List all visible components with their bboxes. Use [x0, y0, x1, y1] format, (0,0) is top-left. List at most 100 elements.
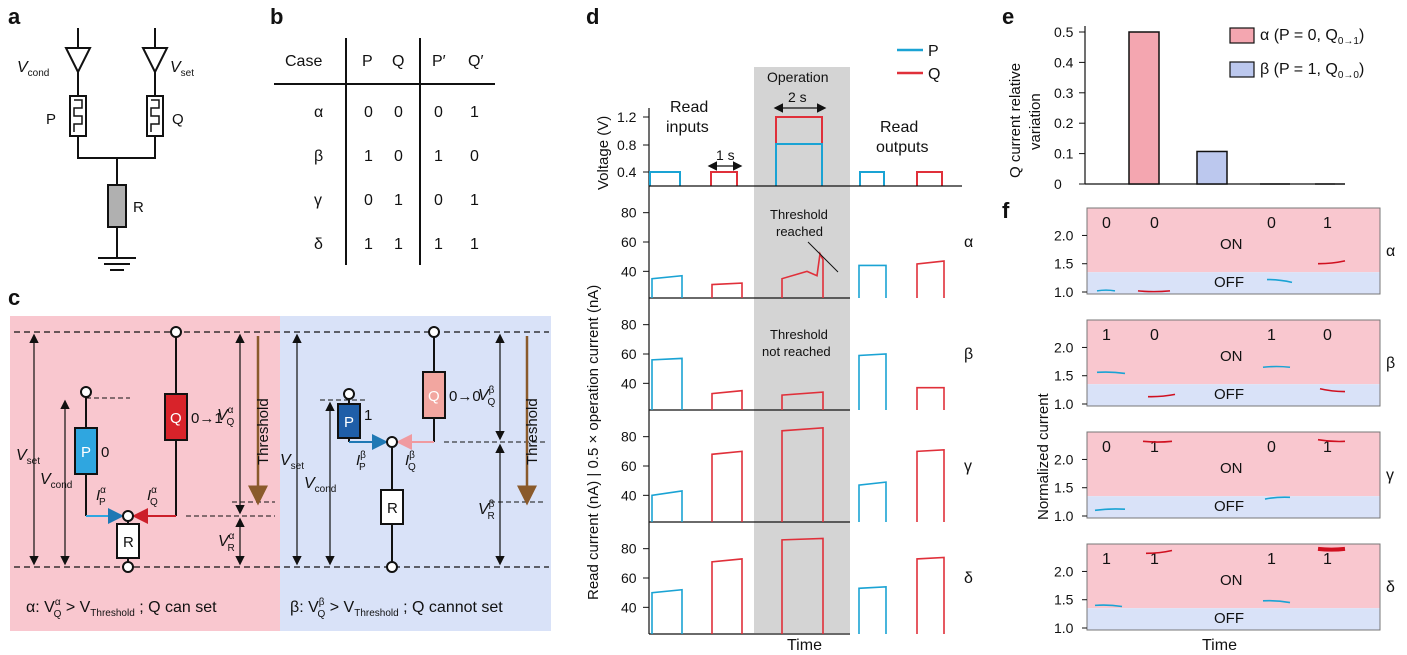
- beta-vq-label: Vβ Q: [478, 385, 495, 408]
- table-cell: 0: [470, 148, 479, 165]
- trace-p-output: [858, 585, 887, 634]
- current-panels: 80 60 40 α 80 60 40 β 80 60 40 γ 80 60 40 δ: [621, 186, 973, 635]
- state-panel-α: 2.0 1.5 1.0 ON OFF 0 0 0 1: [1054, 207, 1381, 300]
- beta-circuit: P 1 Q 0→0 R Vset Vcond Iβ: [280, 326, 545, 620]
- legend-p: P: [928, 43, 939, 60]
- annot-alpha-2: reached: [776, 224, 823, 239]
- alpha-vq-label: Vα Q: [217, 405, 234, 428]
- current-panel-β: 80 60 40: [621, 298, 945, 411]
- alpha-background: [10, 316, 280, 631]
- trace-q-operation: [781, 537, 824, 634]
- beta-ip-label: Iβ P: [356, 450, 366, 473]
- f-ylabel: Normalized current: [1035, 392, 1052, 520]
- ftick: 1.5: [1054, 368, 1074, 384]
- on-label: ON: [1220, 348, 1243, 365]
- state-value: 0: [1150, 215, 1159, 232]
- f-xlabel: Time: [1202, 637, 1237, 654]
- state-value: 0: [1102, 215, 1111, 232]
- beta-threshold-label: Threshold: [524, 398, 541, 465]
- panel-label-d: d: [586, 4, 599, 29]
- ftick: 2.0: [1054, 563, 1074, 579]
- alpha-p-label: P: [81, 444, 91, 461]
- trace-q-input: [711, 450, 743, 522]
- ftick: 2.0: [1054, 339, 1074, 355]
- table-cell: 0: [364, 192, 373, 209]
- operation-label: Operation: [767, 69, 828, 85]
- resistor-r: [107, 184, 127, 228]
- beta-vr-label: Vβ R: [478, 499, 495, 522]
- panel-f: f Normalized current 2.0 1.5 1.0 ON OFF 0 0 0 1 α…: [1002, 198, 1395, 654]
- trace-p-input: [651, 274, 683, 298]
- state-value: 0: [1267, 439, 1276, 456]
- table-header: Q: [392, 53, 404, 70]
- on-label: ON: [1220, 236, 1243, 253]
- state-value: 0: [1323, 327, 1332, 344]
- ftick: 1.5: [1054, 480, 1074, 496]
- ytick: 0: [1054, 176, 1062, 192]
- case-label: δ: [1386, 579, 1395, 596]
- trace-p-output: [858, 481, 887, 522]
- state-trace: [1094, 508, 1126, 512]
- current-panel-α: 80 60 40: [621, 186, 945, 299]
- case-label: γ: [1386, 467, 1394, 484]
- state-trace: [1262, 599, 1291, 604]
- alpha-threshold-label: Threshold: [255, 398, 272, 465]
- ytick: 0.2: [1054, 115, 1074, 131]
- ftick: 1.5: [1054, 256, 1074, 272]
- table-cell: 1: [394, 236, 403, 253]
- trace-p-input: [651, 490, 683, 522]
- trace-p-output: [858, 353, 887, 410]
- off-label: OFF: [1214, 274, 1244, 291]
- table-cell: 0: [434, 104, 443, 121]
- ctick: 80: [621, 205, 637, 221]
- on-label: ON: [1220, 460, 1243, 477]
- ftick: 1.0: [1054, 284, 1074, 300]
- case-label: α: [964, 234, 973, 251]
- panel-label-f: f: [1002, 198, 1010, 223]
- vset-source: [141, 28, 169, 96]
- panel-label-c: c: [8, 285, 20, 310]
- case-label: β: [1386, 355, 1395, 372]
- panel-label-e: e: [1002, 4, 1014, 29]
- vcond-label: Vcond: [17, 59, 49, 79]
- read-outputs-1: Read: [880, 119, 918, 136]
- trace-p-input: [651, 357, 683, 410]
- state-panel-δ: 2.0 1.5 1.0 ON OFF 1 1 1 1: [1054, 543, 1381, 636]
- alpha-q-state: 0→1: [191, 410, 223, 427]
- panel-b: b Case P Q P′ Q′ α 0 0 0 1 β 1 0 1 0 γ 0 1 0 1 δ 1 1 1 1: [270, 4, 495, 265]
- state-trace: [1094, 604, 1123, 608]
- table-cell: 0: [434, 192, 443, 209]
- beta-p-state: 1: [364, 407, 372, 424]
- state-trace: [1096, 371, 1126, 375]
- table-cell: β: [314, 148, 323, 165]
- state-trace: [1266, 278, 1293, 284]
- state-trace: [1317, 546, 1346, 552]
- trace-q-input: [711, 282, 743, 298]
- trace-q-input: [711, 389, 743, 410]
- ctick: 40: [621, 599, 637, 615]
- state-value: 0: [1102, 439, 1111, 456]
- state-value: 1: [1267, 551, 1276, 568]
- trace-q-operation: [781, 391, 824, 410]
- table-cell: 1: [394, 192, 403, 209]
- state-panel-γ: 2.0 1.5 1.0 ON OFF 0 1 0 1: [1054, 431, 1381, 524]
- d-xlabel: Time: [787, 637, 822, 654]
- trace-q-output: [916, 449, 945, 522]
- table-cell: 1: [434, 148, 443, 165]
- off-label: OFF: [1214, 386, 1244, 403]
- table-cell: 0: [394, 104, 403, 121]
- table-cell: 1: [364, 236, 373, 253]
- state-panel-β: 2.0 1.5 1.0 ON OFF 1 0 1 0: [1054, 319, 1381, 412]
- state-value: 1: [1102, 551, 1111, 568]
- state-trace: [1145, 549, 1173, 555]
- ftick: 2.0: [1054, 227, 1074, 243]
- ground-icon: [98, 257, 136, 271]
- op-duration: 2 s: [788, 89, 807, 105]
- state-trace: [1096, 289, 1116, 292]
- ctick: 80: [621, 429, 637, 445]
- state-trace: [1147, 393, 1176, 398]
- state-trace: [1319, 387, 1346, 393]
- state-value: 0: [1267, 215, 1276, 232]
- vtick-0.4: 0.4: [617, 164, 637, 180]
- state-value: 1: [1323, 215, 1332, 232]
